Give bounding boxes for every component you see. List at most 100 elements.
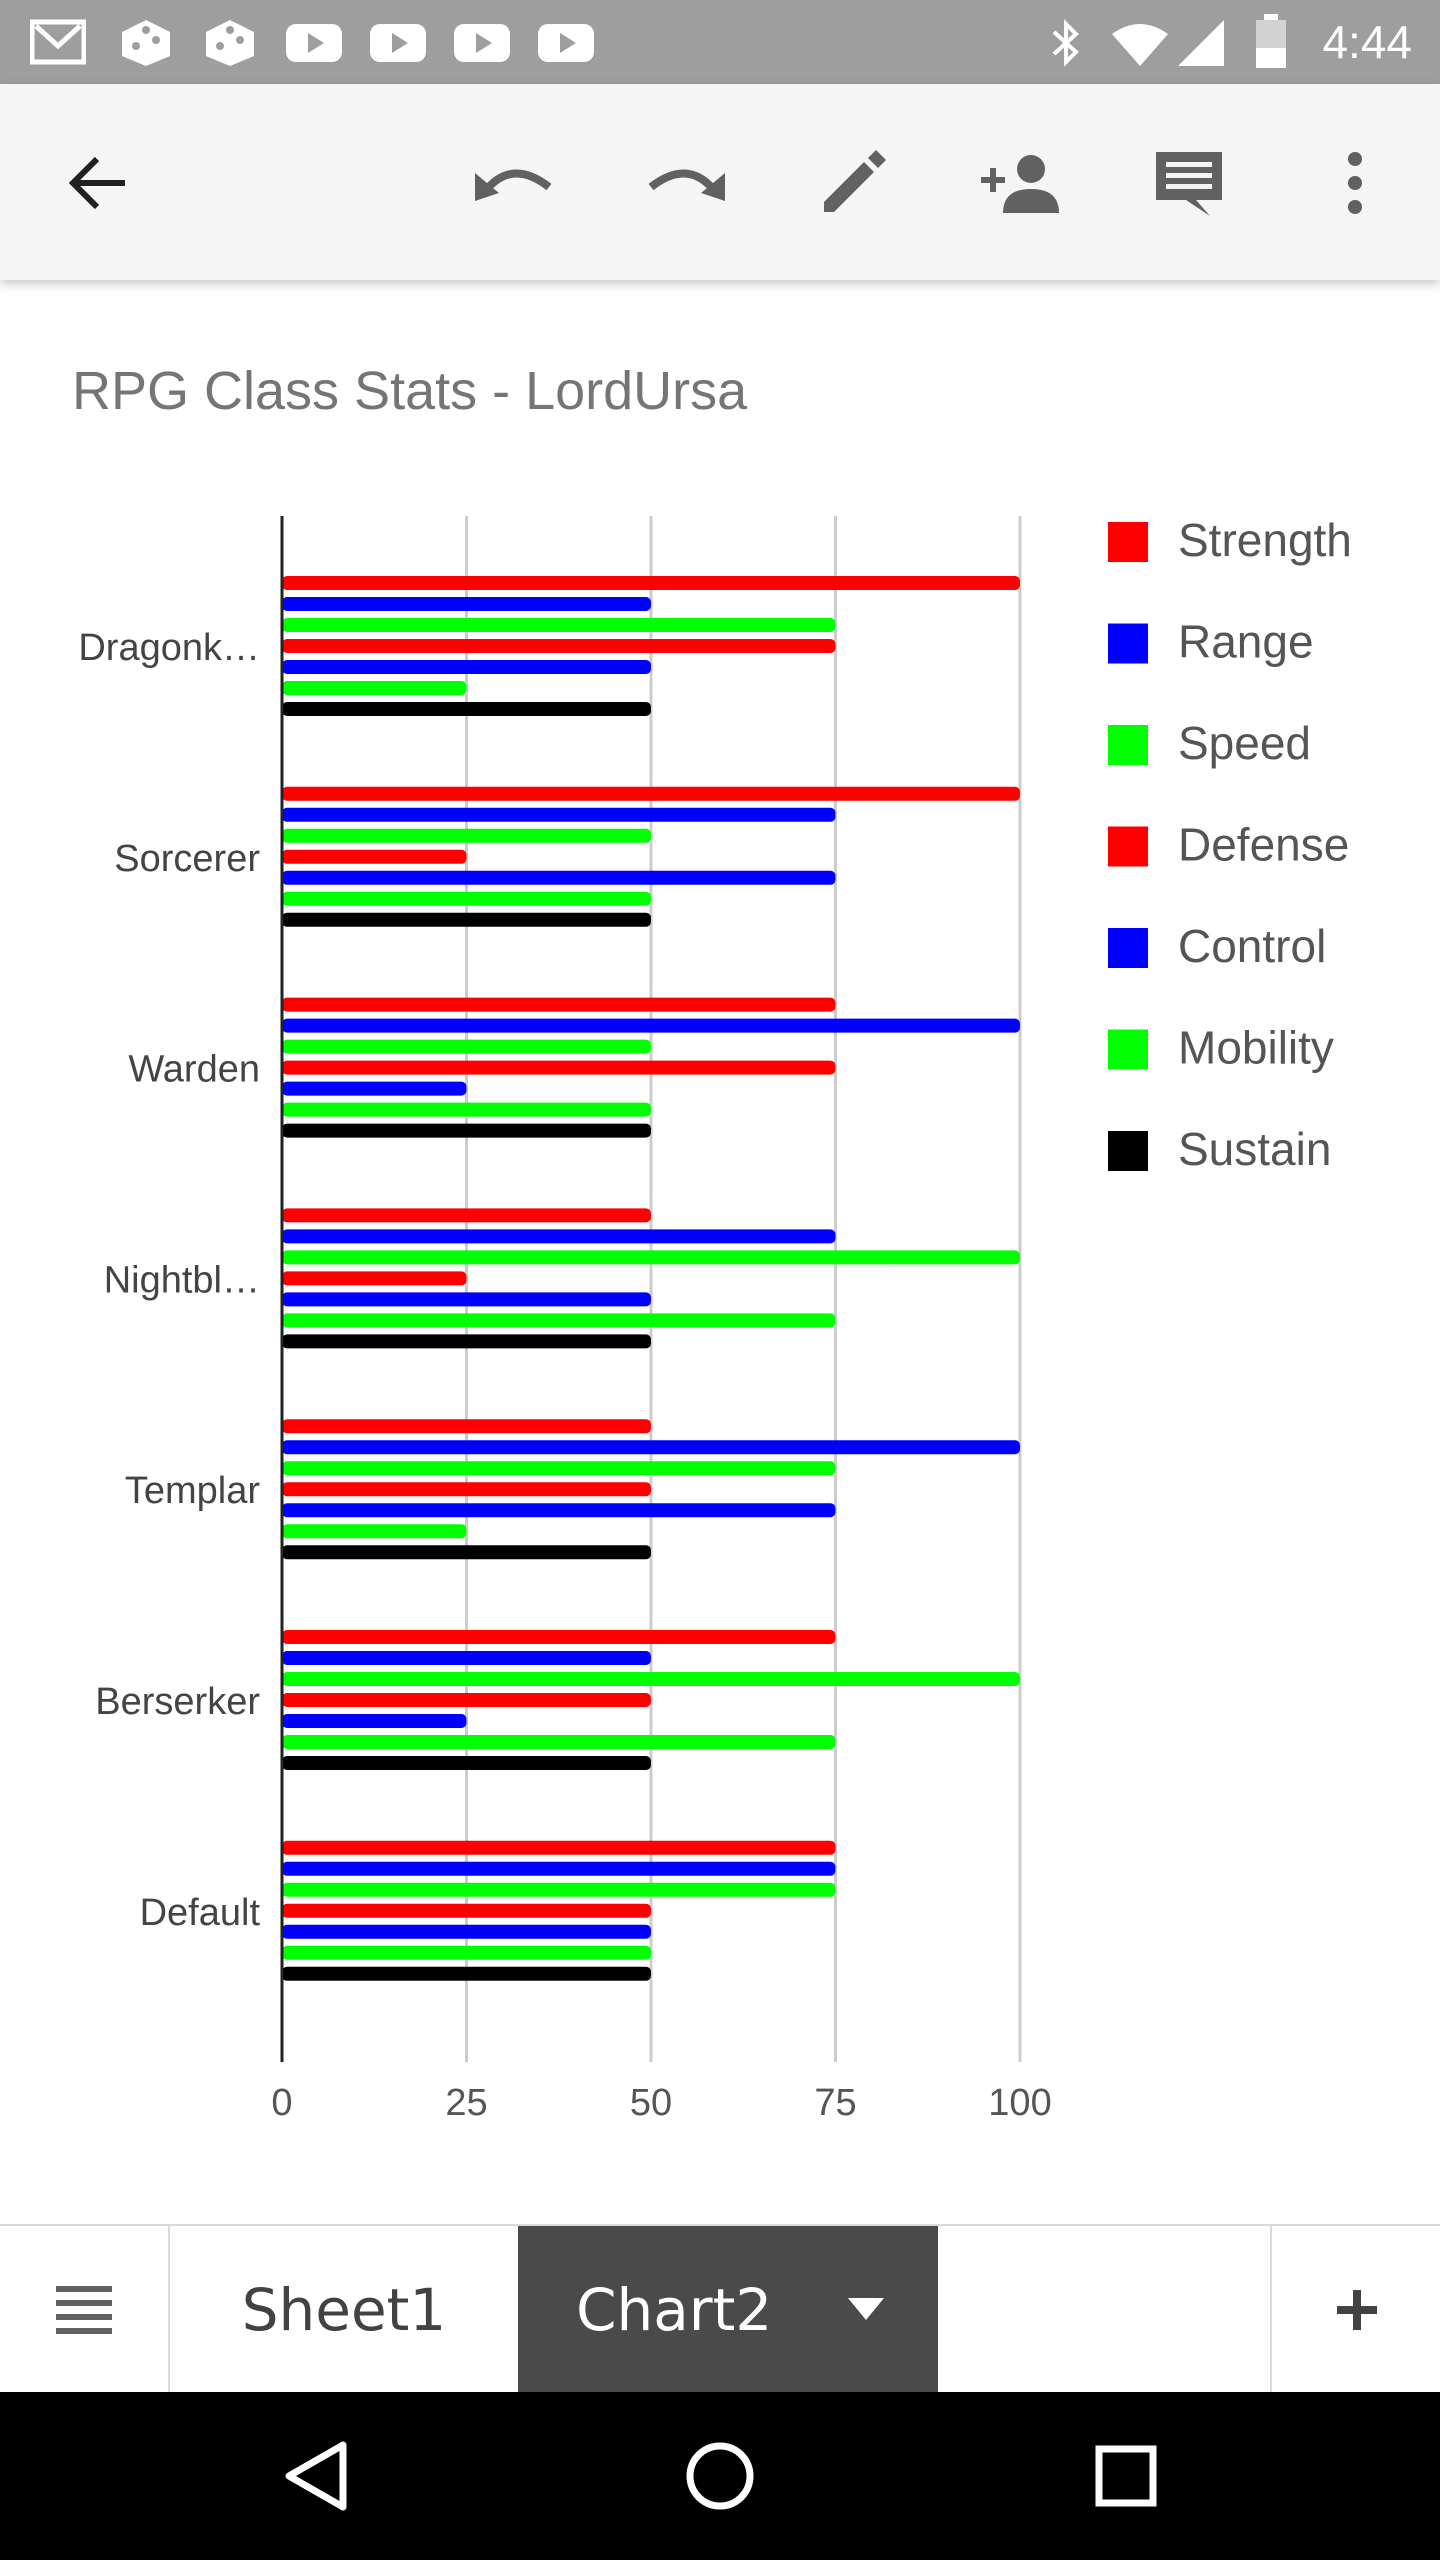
legend-swatch	[1108, 1029, 1148, 1070]
clock: 4:44	[1322, 16, 1412, 68]
all-sheets-button[interactable]	[0, 2226, 170, 2394]
bar	[282, 1060, 836, 1075]
bar	[282, 702, 651, 716]
gmail-icon	[30, 19, 86, 65]
nav-home-icon	[686, 2442, 754, 2510]
bar	[282, 1735, 836, 1749]
bar	[282, 681, 467, 695]
nav-back-button[interactable]	[256, 2416, 376, 2536]
bar	[282, 1271, 467, 1286]
bar	[282, 849, 467, 864]
bar	[282, 786, 1020, 801]
dice-icon	[206, 20, 254, 66]
undo-button[interactable]	[460, 128, 570, 238]
bar	[282, 1334, 651, 1349]
x-tick-label: 100	[988, 2082, 1051, 2124]
youtube-icon	[286, 24, 342, 62]
chart-area: 0 25 50 75 100 Dragonk… Sorcerer Warden Nightbl……	[0, 280, 1440, 2225]
more-vert-icon	[1348, 152, 1362, 214]
edit-icon	[824, 150, 886, 212]
bar	[282, 597, 651, 611]
bar	[282, 1102, 651, 1117]
legend-label: Range	[1178, 616, 1314, 668]
bar	[282, 639, 836, 653]
signal-icon	[1178, 20, 1224, 66]
legend-swatch	[1108, 522, 1148, 562]
bar	[282, 1840, 836, 1855]
legend-label: Sustain	[1178, 1123, 1331, 1175]
bar	[282, 1081, 467, 1096]
undo-icon	[475, 169, 552, 201]
bar	[282, 1292, 651, 1307]
legend-swatch	[1108, 623, 1148, 664]
back-arrow-icon	[68, 156, 125, 210]
legend-swatch	[1108, 826, 1148, 867]
youtube-icon	[370, 24, 426, 62]
bar	[282, 1419, 651, 1434]
category-label: Berserker	[95, 1681, 260, 1723]
bar	[282, 1123, 651, 1138]
bar	[282, 997, 836, 1012]
share-button[interactable]	[966, 128, 1076, 238]
edit-button[interactable]	[798, 128, 908, 238]
bar	[282, 1208, 651, 1223]
bar	[282, 1313, 836, 1328]
bar	[282, 1482, 651, 1497]
bar	[282, 1461, 836, 1476]
x-tick-label: 0	[271, 2082, 292, 2124]
redo-icon	[648, 169, 725, 201]
chart-title: RPG Class Stats - LordUrsa	[72, 361, 748, 421]
bar	[282, 1651, 651, 1665]
bar	[282, 1903, 651, 1918]
back-button[interactable]	[44, 128, 154, 238]
legend-label: Defense	[1178, 819, 1349, 871]
legend-label: Speed	[1178, 717, 1311, 769]
legend-label: Control	[1178, 920, 1326, 972]
bar	[282, 828, 651, 843]
youtube-icon	[454, 24, 510, 62]
tab-chart2[interactable]: Chart2	[518, 2226, 938, 2394]
bar	[282, 912, 651, 927]
more-options-button[interactable]	[1300, 128, 1410, 238]
nav-home-button[interactable]	[660, 2416, 780, 2536]
category-label: Default	[140, 1892, 261, 1934]
bar	[282, 807, 836, 822]
bar	[282, 1250, 1020, 1265]
bar	[282, 1545, 651, 1560]
bar	[282, 1924, 651, 1939]
battery-icon	[1256, 14, 1286, 68]
redo-button[interactable]	[630, 128, 740, 238]
bar	[282, 1503, 836, 1518]
bar	[282, 1440, 1020, 1455]
bar	[282, 1882, 836, 1897]
bar	[282, 1524, 467, 1539]
add-sheet-button[interactable]	[1270, 2226, 1440, 2394]
bar	[282, 1861, 836, 1876]
bar	[282, 1018, 1020, 1033]
dice-icon	[122, 20, 170, 66]
bar	[282, 576, 1020, 590]
bar	[282, 891, 651, 906]
nav-recents-button[interactable]	[1066, 2416, 1186, 2536]
comment-button[interactable]	[1134, 128, 1244, 238]
bar	[282, 1945, 651, 1960]
bar	[282, 1630, 836, 1644]
tab-sheet1[interactable]: Sheet1	[170, 2226, 518, 2394]
toolbar	[0, 84, 1440, 280]
legend-label: Strength	[1178, 514, 1352, 566]
tab-dropdown-icon[interactable]	[846, 2296, 886, 2322]
share-person-add-icon	[981, 155, 1059, 213]
legend-swatch	[1108, 928, 1148, 968]
sheet-tab-bar: Sheet1 Chart2	[0, 2224, 1440, 2394]
nav-recents-icon	[1095, 2445, 1157, 2507]
bar	[282, 1714, 467, 1728]
category-label: Templar	[125, 1470, 260, 1512]
legend-label: Mobility	[1178, 1022, 1334, 1074]
bar	[282, 1229, 836, 1244]
bar	[282, 870, 836, 885]
x-tick-label: 50	[630, 2082, 672, 2124]
list-menu-icon	[56, 2286, 112, 2334]
nav-back-icon	[285, 2441, 347, 2511]
bar	[282, 1756, 651, 1770]
bar	[282, 660, 651, 674]
